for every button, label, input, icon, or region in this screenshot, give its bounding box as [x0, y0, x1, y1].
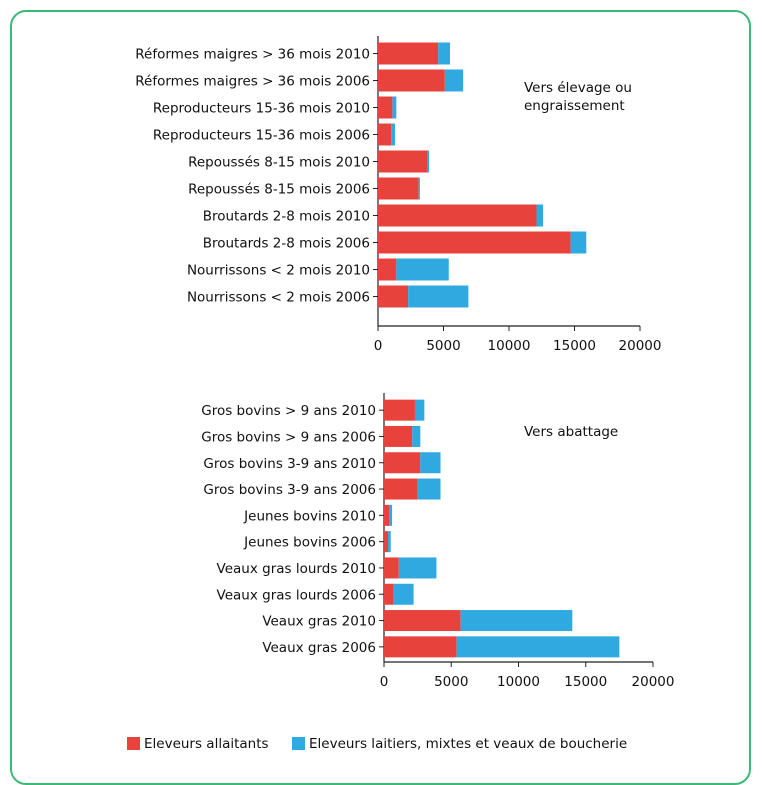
bar-allaitants	[378, 150, 428, 173]
bar-allaitants	[378, 96, 393, 119]
bar-laitiers	[389, 504, 393, 526]
bar-laitiers	[396, 258, 449, 281]
bar-laitiers	[438, 42, 451, 65]
bar-allaitants	[384, 636, 457, 658]
bar-allaitants	[384, 452, 421, 474]
bar-allaitants	[384, 610, 461, 632]
bar-allaitants	[384, 399, 415, 421]
x-tick-label: 0	[380, 674, 389, 690]
x-tick-label: 5000	[426, 338, 460, 354]
bar-laitiers	[418, 177, 420, 200]
bar-allaitants	[378, 177, 419, 200]
x-tick-label: 20000	[632, 674, 675, 690]
x-tick-label: 15000	[564, 674, 607, 690]
bar-allaitants	[384, 478, 418, 500]
x-tick-label: 10000	[488, 338, 531, 354]
bar-laitiers	[414, 399, 425, 421]
bar-allaitants	[378, 42, 439, 65]
category-label: Broutards 2-8 mois 2006	[203, 236, 370, 252]
bar-laitiers	[393, 583, 414, 605]
category-label: Nourrissons < 2 mois 2010	[187, 263, 370, 279]
chart-panel-abattage: Gros bovins > 9 ans 2010 Gros bovins > 9 …	[201, 393, 674, 690]
bar-laitiers	[412, 425, 421, 447]
bar-allaitants	[384, 425, 413, 447]
category-label: Jeunes bovins 2010	[243, 508, 376, 524]
bar-allaitants	[378, 69, 445, 92]
bar-laitiers	[536, 204, 544, 227]
panel-annotation: engraissement	[524, 98, 625, 114]
category-label: Reproducteurs 15-36 mois 2006	[153, 128, 370, 144]
category-label: Broutards 2-8 mois 2010	[203, 209, 370, 225]
category-label: Veaux gras lourds 2006	[217, 587, 376, 603]
x-tick-label: 0	[374, 338, 383, 354]
bar-allaitants	[378, 231, 571, 254]
bar-allaitants	[378, 285, 409, 308]
category-label: Réformes maigres > 36 mois 2010	[135, 47, 370, 63]
category-label: Repoussés 8-15 mois 2006	[188, 182, 370, 198]
bar-laitiers	[398, 557, 437, 579]
bar-allaitants	[378, 204, 537, 227]
legend-swatch-laitiers	[292, 737, 305, 750]
x-tick-label: 5000	[434, 674, 468, 690]
bar-allaitants	[384, 583, 394, 605]
category-label: Jeunes bovins 2006	[243, 535, 376, 551]
category-label: Repoussés 8-15 mois 2010	[188, 155, 370, 171]
category-label: Réformes maigres > 36 mois 2006	[135, 74, 370, 90]
category-label: Nourrissons < 2 mois 2006	[187, 290, 370, 306]
panel-annotation: Vers élevage ou	[524, 80, 632, 96]
legend-swatch-allaitants	[127, 737, 140, 750]
category-label: Reproducteurs 15-36 mois 2010	[153, 101, 370, 117]
category-label: Veaux gras 2010	[262, 614, 376, 630]
bar-laitiers	[460, 610, 573, 632]
bar-laitiers	[444, 69, 464, 92]
bar-laitiers	[420, 452, 441, 474]
category-label: Veaux gras lourds 2010	[217, 561, 376, 577]
legend-label-allaitants: Eleveurs allaitants	[144, 736, 269, 752]
bar-laitiers	[570, 231, 587, 254]
bar-laitiers	[456, 636, 620, 658]
bar-allaitants	[384, 504, 390, 526]
legend-label-laitiers: Eleveurs laitiers, mixtes et veaux de bo…	[309, 736, 627, 752]
chart-panel-elevage: Réformes maigres > 36 mois 2010 Réformes …	[135, 36, 661, 354]
panel-annotation: Vers abattage	[524, 424, 618, 440]
category-label: Gros bovins 3-9 ans 2010	[203, 456, 376, 472]
x-tick-label: 10000	[497, 674, 540, 690]
bar-laitiers	[408, 285, 469, 308]
bar-laitiers	[388, 531, 391, 553]
category-label: Gros bovins 3-9 ans 2006	[203, 482, 376, 498]
bar-laitiers	[417, 478, 441, 500]
x-tick-label: 15000	[553, 338, 596, 354]
bar-allaitants	[384, 557, 399, 579]
bar-allaitants	[378, 123, 392, 146]
bar-laitiers	[427, 150, 430, 173]
bar-allaitants	[378, 258, 397, 281]
category-label: Veaux gras 2006	[262, 640, 376, 656]
bar-laitiers	[391, 123, 396, 146]
bar-allaitants	[384, 531, 389, 553]
bar-laitiers	[392, 96, 397, 119]
category-label: Gros bovins > 9 ans 2006	[201, 429, 376, 445]
x-tick-label: 20000	[619, 338, 662, 354]
legend: Eleveurs allaitants Eleveurs laitiers, m…	[127, 736, 627, 752]
category-label: Gros bovins > 9 ans 2010	[201, 403, 376, 419]
